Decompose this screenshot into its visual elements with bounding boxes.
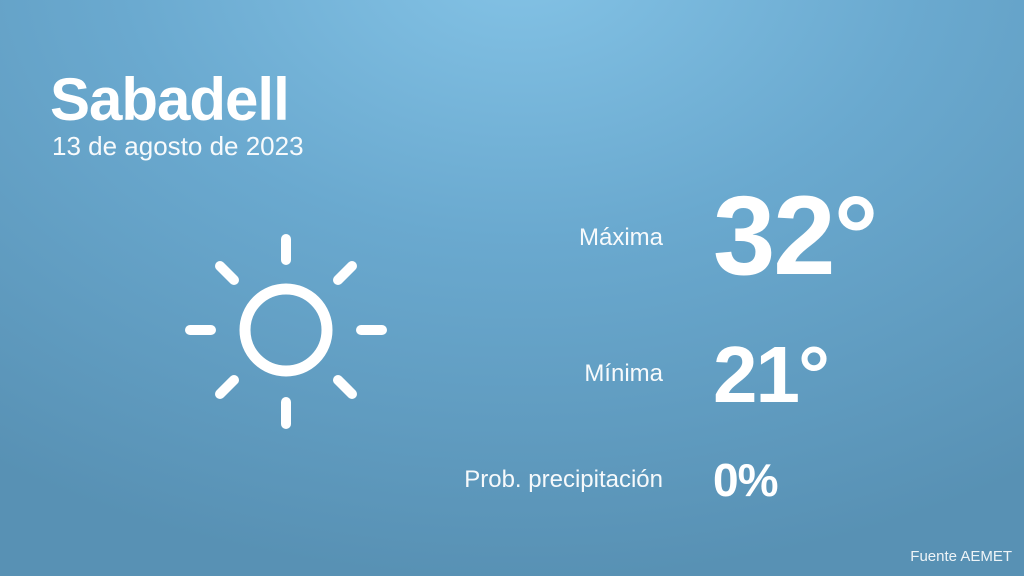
min-temp-value: 21° [713, 330, 830, 419]
min-temp-label: Mínima [584, 360, 663, 387]
forecast-date: 13 de agosto de 2023 [52, 131, 304, 161]
precip-label: Prob. precipitación [464, 466, 663, 493]
precip-value: 0% [713, 454, 778, 506]
source-credit: Fuente AEMET [910, 548, 1012, 565]
max-temp-label: Máxima [578, 224, 663, 251]
sun-icon [185, 234, 387, 429]
city-title: Sabadell [50, 66, 290, 133]
max-temp-value: 32° [713, 173, 878, 298]
